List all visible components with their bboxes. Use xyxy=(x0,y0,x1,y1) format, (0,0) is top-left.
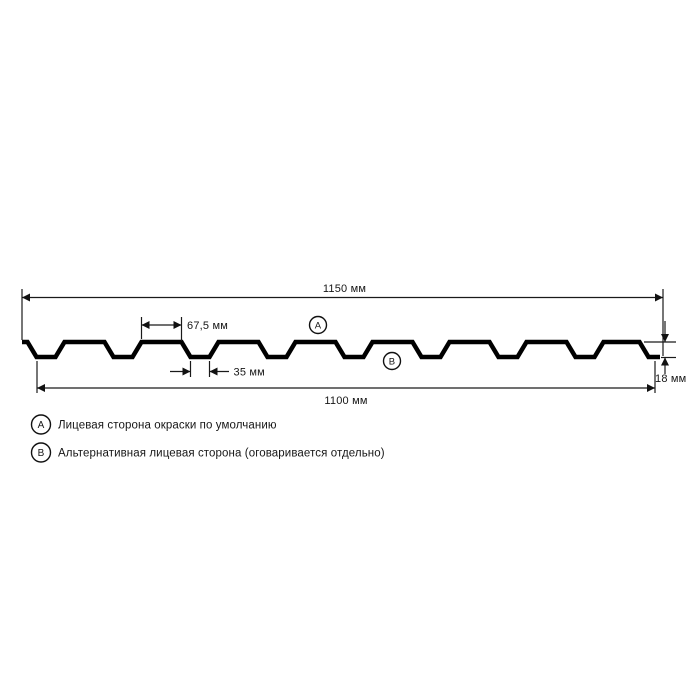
dimension-label-overall-width: 1150 мм xyxy=(323,283,366,295)
legend-b-text: Альтернативная лицевая сторона (оговарив… xyxy=(58,448,385,460)
side-marker-a: A xyxy=(308,315,328,335)
dimension-working-width: 1100 мм xyxy=(36,361,656,407)
side-marker-b: B xyxy=(382,351,402,371)
dimension-crest-width: 67,5 мм xyxy=(140,317,228,341)
legend-b-circle-icon xyxy=(30,442,52,463)
dimension-label-crest-width: 67,5 мм xyxy=(187,320,228,332)
legend-row-a: A Лицевая сторона окраски по умолчанию xyxy=(30,414,277,435)
marker-a-letter: A xyxy=(315,320,322,331)
marker-b-letter: B xyxy=(389,356,396,367)
legend-a-letter: A xyxy=(38,420,45,431)
legend: A Лицевая сторона окраски по умолчанию B… xyxy=(30,414,385,463)
sheet-profile-outline xyxy=(22,339,660,360)
dimension-label-working-width: 1100 мм xyxy=(324,395,367,407)
dimension-profile-height: 18 мм xyxy=(644,321,686,385)
legend-a-text: Лицевая сторона окраски по умолчанию xyxy=(58,420,277,432)
marker-b-circle-icon xyxy=(382,351,402,371)
dimension-label-trough-width: 35 мм xyxy=(234,367,265,379)
dimension-label-profile-height: 18 мм xyxy=(655,373,686,385)
marker-a-circle-icon xyxy=(308,315,328,335)
legend-b-letter: B xyxy=(38,448,45,459)
dimension-trough-width: 35 мм xyxy=(170,361,265,379)
legend-row-b: B Альтернативная лицевая сторона (оговар… xyxy=(30,442,385,463)
legend-a-circle-icon xyxy=(30,414,52,435)
dimension-overall-width: 1150 мм xyxy=(21,283,664,356)
